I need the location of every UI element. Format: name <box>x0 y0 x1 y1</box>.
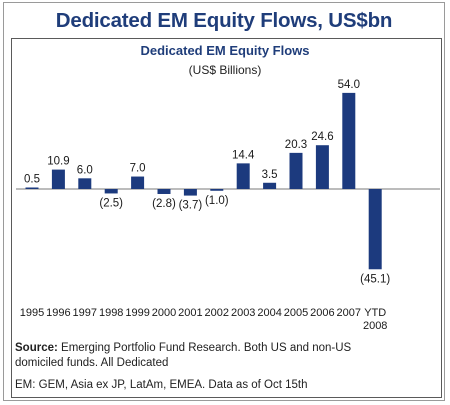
bar-2007 <box>342 92 356 189</box>
x-tick-label: 1997 <box>73 307 97 319</box>
bar-ytd-2008 <box>368 189 382 270</box>
data-label: 10.9 <box>47 156 69 168</box>
data-label: 54.0 <box>338 79 360 91</box>
bar-2006 <box>315 145 329 189</box>
x-tick-label: 1998 <box>99 307 123 319</box>
bar-1995 <box>25 187 39 189</box>
bar-2000 <box>157 189 171 194</box>
chart-subtitle: (US$ Billions) <box>188 63 262 77</box>
x-tick-label: 2001 <box>178 307 202 319</box>
x-tick-label: 2003 <box>231 307 255 319</box>
x-tick-label: YTD <box>364 307 386 319</box>
page-title: Dedicated EM Equity Flows, US$bn <box>55 9 393 32</box>
data-label: (45.1) <box>360 273 390 285</box>
data-label: (1.0) <box>205 195 229 207</box>
x-tick-label: 1999 <box>125 307 149 319</box>
source-text: Emerging Portfolio Fund Research. Both U… <box>15 342 352 369</box>
data-label: 7.0 <box>130 163 146 175</box>
bar-1998 <box>104 189 118 194</box>
data-label: 14.4 <box>232 149 255 161</box>
data-label: (3.7) <box>179 200 203 212</box>
x-tick-label: 1996 <box>46 307 70 319</box>
x-tick-label: 2008 <box>363 320 387 332</box>
x-tick-label: 2000 <box>152 307 176 319</box>
x-tick-label: 2002 <box>205 307 229 319</box>
data-label: (2.5) <box>99 197 123 209</box>
bar-1996 <box>51 169 65 189</box>
x-tick-label: 2007 <box>337 307 361 319</box>
data-label: 20.3 <box>285 139 307 151</box>
bar-2004 <box>263 182 277 189</box>
source-label: Source: <box>15 342 58 354</box>
bar-2001 <box>183 189 197 196</box>
data-label: 6.0 <box>77 164 93 176</box>
bar-1999 <box>131 176 145 189</box>
x-tick-label: 2005 <box>284 307 308 319</box>
data-label: 0.5 <box>24 174 40 186</box>
x-tick-label: 2006 <box>310 307 334 319</box>
em-definition-note: EM: GEM, Asia ex JP, LatAm, EMEA. Data a… <box>15 379 308 391</box>
bar-2005 <box>289 152 303 189</box>
source-note: Source: Emerging Portfolio Fund Research… <box>15 341 395 371</box>
data-label: (2.8) <box>152 198 176 210</box>
data-label: 24.6 <box>311 131 333 143</box>
chart-title: Dedicated EM Equity Flows <box>140 43 310 58</box>
data-label: 3.5 <box>262 169 278 181</box>
bar-2002 <box>210 189 224 191</box>
bar-1997 <box>78 178 92 189</box>
x-tick-label: 2004 <box>257 307 281 319</box>
x-tick-label: 1995 <box>20 307 44 319</box>
bar-2003 <box>236 163 250 189</box>
